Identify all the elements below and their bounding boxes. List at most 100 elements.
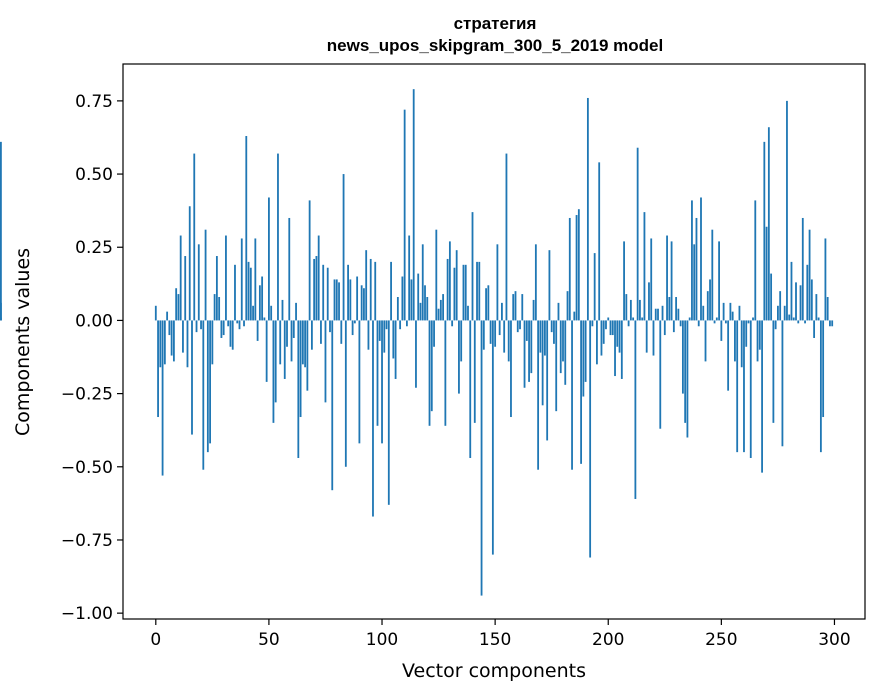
- bar: [372, 320, 374, 517]
- bar: [378, 320, 381, 341]
- bar: [577, 209, 580, 321]
- bar: [831, 320, 834, 327]
- bar: [510, 320, 512, 418]
- bar: [611, 320, 614, 336]
- bar: [439, 299, 442, 321]
- x-tick-label: 150: [479, 630, 511, 650]
- bar: [670, 241, 673, 321]
- bar: [258, 285, 261, 321]
- y-tick-label: −0.25: [61, 385, 113, 405]
- bar: [347, 264, 349, 321]
- bar: [661, 305, 664, 321]
- bar: [342, 174, 345, 321]
- bar: [713, 320, 716, 324]
- bar: [236, 320, 239, 324]
- bar: [607, 317, 610, 321]
- bar: [575, 215, 578, 321]
- bar: [263, 317, 266, 321]
- bar: [756, 320, 759, 362]
- plot-frame: [122, 63, 866, 620]
- bar: [385, 320, 388, 330]
- bar: [616, 320, 619, 347]
- bar: [740, 320, 743, 368]
- bar: [652, 320, 655, 356]
- bar: [749, 320, 752, 458]
- bar: [419, 302, 422, 321]
- bar: [295, 302, 297, 321]
- bar: [627, 320, 630, 327]
- bar: [736, 320, 739, 453]
- bar: [394, 320, 397, 379]
- bar: [229, 320, 232, 347]
- bar: [433, 320, 435, 347]
- bar: [668, 297, 671, 321]
- bar: [252, 305, 254, 321]
- bar: [310, 320, 313, 350]
- bar: [559, 320, 562, 374]
- bar: [435, 229, 438, 321]
- bar: [451, 320, 454, 327]
- bar: [763, 141, 766, 321]
- bar: [697, 320, 700, 327]
- bar: [557, 302, 560, 321]
- bar: [274, 320, 277, 403]
- bar: [555, 320, 558, 412]
- bar: [281, 299, 284, 321]
- y-tick-label: −0.50: [61, 458, 113, 478]
- bar: [381, 320, 383, 444]
- bar: [172, 320, 175, 362]
- bar: [654, 308, 657, 321]
- bar: [270, 305, 273, 321]
- bar: [734, 320, 736, 362]
- bar: [589, 320, 592, 558]
- bar: [754, 200, 757, 321]
- bar: [496, 244, 499, 321]
- bar: [598, 162, 601, 321]
- bar: [421, 244, 424, 321]
- bar: [693, 244, 696, 321]
- bar: [376, 320, 379, 426]
- bar: [408, 235, 411, 321]
- bar: [688, 317, 691, 321]
- bar: [543, 320, 546, 356]
- bar: [804, 320, 806, 324]
- bar: [745, 320, 748, 347]
- bar: [426, 297, 429, 321]
- bar: [240, 238, 243, 321]
- bar: [170, 320, 173, 356]
- bar: [478, 261, 481, 321]
- bar: [306, 320, 309, 391]
- bar: [752, 317, 754, 321]
- bar: [460, 320, 463, 362]
- x-tick-label: 0: [150, 630, 161, 650]
- bar: [562, 320, 564, 362]
- bar: [225, 235, 227, 321]
- bar: [322, 264, 325, 321]
- x-tick-label: 50: [258, 630, 280, 650]
- bar: [304, 320, 307, 368]
- bar: [353, 320, 356, 324]
- bar: [824, 238, 827, 321]
- bar: [177, 294, 180, 321]
- bar: [292, 320, 295, 338]
- bar: [161, 320, 164, 476]
- bar: [383, 320, 386, 353]
- bar: [387, 320, 390, 505]
- bar: [340, 320, 343, 344]
- bar: [679, 320, 682, 327]
- bar: [553, 320, 555, 344]
- bar: [320, 320, 322, 344]
- y-tick-label: 0.00: [75, 311, 113, 331]
- bar: [222, 320, 225, 336]
- bar: [202, 320, 205, 470]
- bar: [356, 276, 359, 321]
- bar: [550, 320, 553, 333]
- bar: [396, 297, 399, 321]
- bar: [476, 261, 478, 321]
- bar: [801, 217, 804, 321]
- bar: [473, 320, 476, 423]
- bar: [191, 320, 193, 435]
- bar: [681, 320, 684, 394]
- bar: [369, 258, 372, 321]
- bar: [220, 320, 223, 338]
